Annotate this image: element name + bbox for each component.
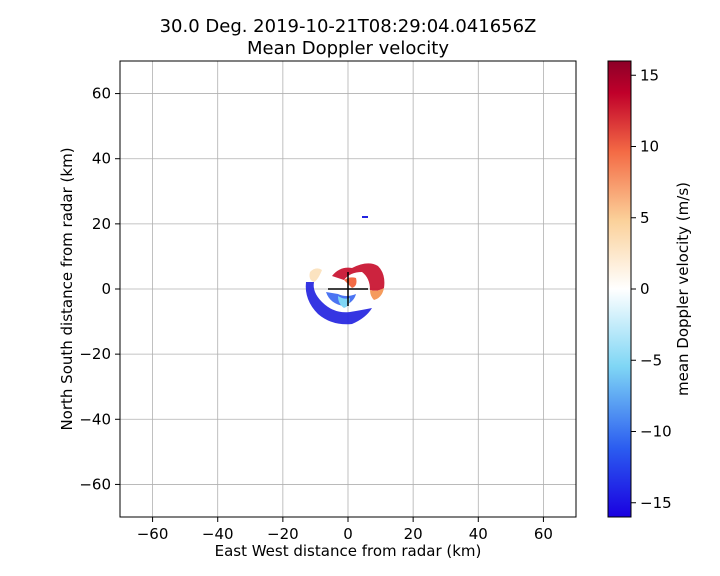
colorbar-ticks: −15 −10 −5 0 5 10 15 — [631, 66, 672, 512]
y-tick-label: 60 — [92, 85, 111, 103]
receding-velocity-inner — [344, 277, 357, 288]
colorbar — [607, 60, 632, 518]
isolated-echo — [362, 216, 368, 218]
colorbar-label: mean Doppler velocity (m/s) — [674, 182, 692, 396]
colorbar-tick-label: −5 — [640, 351, 662, 369]
y-tick-label: 40 — [92, 150, 111, 168]
colorbar-tick-label: −10 — [640, 423, 672, 441]
x-tick-label: −20 — [267, 525, 299, 543]
y-tick-label: 20 — [92, 215, 111, 233]
y-tick-label: −60 — [79, 475, 111, 493]
colorbar-tick-label: −15 — [640, 494, 672, 512]
approaching-velocity-light — [338, 296, 350, 308]
x-tick-label: 0 — [343, 525, 353, 543]
receding-velocity-region — [332, 263, 385, 291]
colorbar-tick-label: 5 — [640, 209, 650, 227]
chart-subtitle: Mean Doppler velocity — [247, 38, 449, 59]
x-axis-ticks: −60 −40 −20 0 20 40 60 — [137, 517, 553, 543]
x-tick-label: 60 — [534, 525, 553, 543]
x-tick-label: 40 — [469, 525, 488, 543]
colorbar-tick-label: 0 — [640, 280, 650, 298]
y-tick-label: 0 — [101, 280, 111, 298]
chart-title: 30.0 Deg. 2019-10-21T08:29:04.041656Z — [160, 16, 537, 37]
x-axis-label: East West distance from radar (km) — [215, 542, 482, 560]
x-tick-label: 20 — [404, 525, 423, 543]
y-axis-label: North South distance from radar (km) — [58, 147, 76, 430]
y-tick-label: −20 — [79, 345, 111, 363]
y-tick-label: −40 — [79, 410, 111, 428]
x-tick-label: −40 — [202, 525, 234, 543]
radar-location-cross — [328, 272, 368, 306]
receding-velocity-edge — [370, 288, 384, 300]
x-tick-label: −60 — [137, 525, 169, 543]
colorbar-tick-label: 10 — [640, 138, 659, 156]
colorbar-tick-label: 15 — [640, 66, 659, 84]
near-zero-velocity-region — [309, 268, 322, 282]
y-axis-ticks: −60 −40 −20 0 20 40 60 — [79, 85, 120, 493]
velocity-field — [305, 216, 385, 325]
approaching-velocity-region — [305, 282, 372, 325]
grid-lines — [120, 61, 576, 517]
